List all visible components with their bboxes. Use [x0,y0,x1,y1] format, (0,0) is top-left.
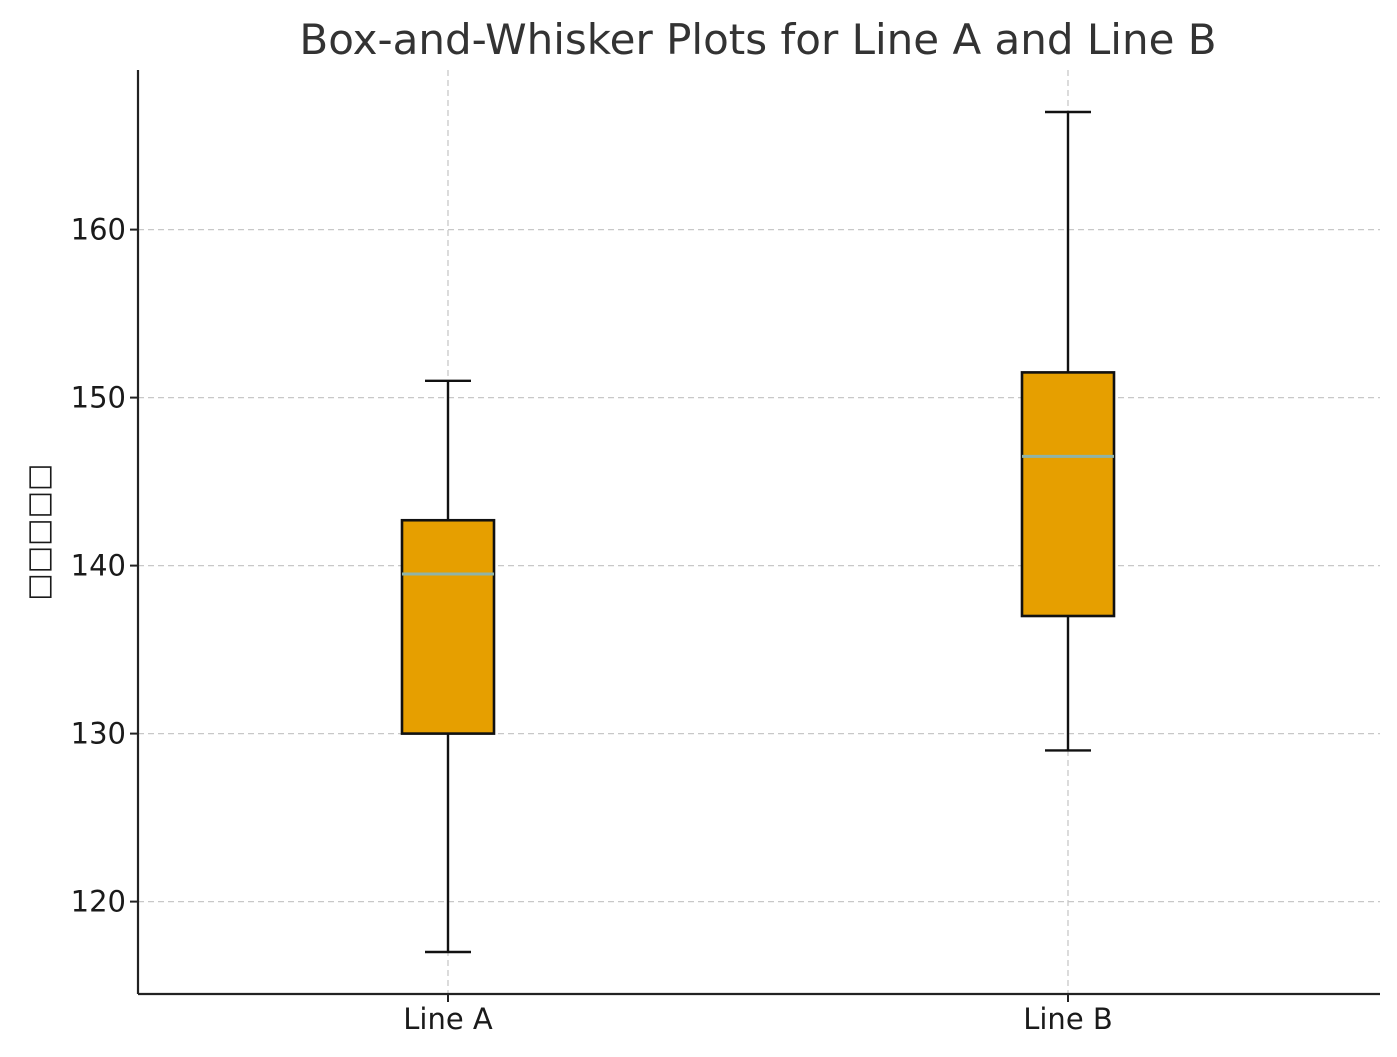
y-tick-label: 140 [71,549,126,583]
y-tick-label: 160 [71,213,126,247]
grid-layer [138,70,1380,994]
x-tick-label: Line A [403,1002,493,1036]
chart-title: Box-and-Whisker Plots for Line A and Lin… [299,15,1216,64]
axis-layer [130,70,1380,1002]
x-tick-label: Line B [1023,1002,1113,1036]
box-line-b [1020,110,1116,752]
iqr-box [1020,371,1116,618]
y-tick-label: 150 [71,381,126,415]
label-layer: 120 130 140 150 160 Line A Line B [71,213,1113,1036]
y-axis-label: □□□□□ [21,464,55,601]
iqr-box [400,518,496,735]
y-tick-label: 120 [71,885,126,919]
box-line-a [400,379,496,954]
y-tick-label: 130 [71,717,126,751]
box-layer [400,110,1116,954]
